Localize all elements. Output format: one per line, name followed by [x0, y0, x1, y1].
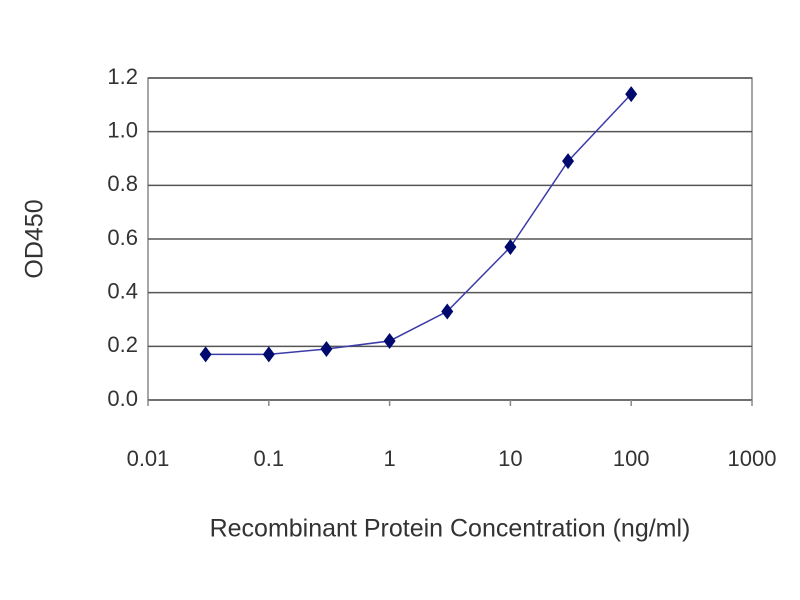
data-line [205, 93, 632, 356]
y-tick-label: 1.0 [107, 117, 138, 142]
data-point [504, 239, 517, 256]
x-axis-label: Recombinant Protein Concentration (ng/ml… [210, 515, 691, 543]
x-tick-label: 1000 [728, 446, 777, 471]
x-tick-label: 1 [383, 446, 395, 471]
data-point [562, 153, 575, 170]
data-point [441, 303, 454, 320]
x-tick-label: 0.1 [254, 446, 285, 471]
y-axis-label: OD450 [21, 199, 49, 278]
data-point [199, 346, 212, 363]
y-tick-label: 0.0 [107, 386, 138, 411]
y-tick-label: 0.8 [107, 171, 138, 196]
x-tick-label: 10 [498, 446, 522, 471]
data-point [625, 86, 638, 103]
y-tick-label: 0.6 [107, 225, 138, 250]
data-point [262, 346, 275, 363]
y-tick-label: 0.2 [107, 332, 138, 357]
data-point [320, 341, 333, 358]
x-tick-label: 100 [613, 446, 650, 471]
x-tick-label: 0.01 [127, 446, 170, 471]
y-tick-label: 0.4 [107, 278, 138, 303]
data-point [383, 332, 396, 349]
y-tick-label: 1.2 [107, 64, 138, 89]
